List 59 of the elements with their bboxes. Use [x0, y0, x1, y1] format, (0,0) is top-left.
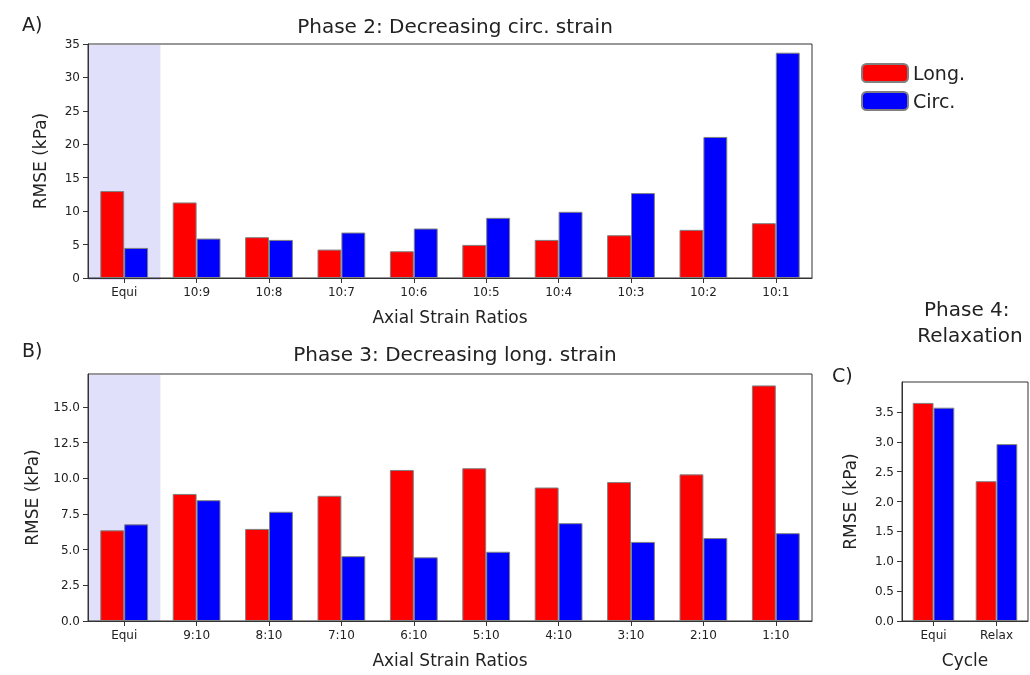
- y-tick-label: 3.0: [874, 434, 894, 449]
- x-tick-label: 10:1: [762, 285, 790, 299]
- chart-title: Phase 2: Decreasing circ. strain: [297, 14, 613, 38]
- legend-label: Circ.: [912, 90, 956, 112]
- y-tick-label: 5: [72, 237, 80, 252]
- y-tick-label: 1.0: [874, 554, 894, 569]
- x-tick-label: 4:10: [545, 628, 573, 642]
- x-tick-label: Equi: [920, 628, 947, 642]
- y-tick-label: 0.0: [874, 614, 894, 628]
- x-tick-label: 10:4: [545, 285, 573, 299]
- y-tick-label: 1.5: [874, 524, 894, 539]
- y-tick-label: 12.5: [53, 435, 80, 450]
- y-tick-label: 2.0: [874, 494, 894, 509]
- y-axis-title: RMSE (kPa): [839, 453, 860, 550]
- x-axis-title: Axial Strain Ratios: [372, 649, 528, 670]
- x-tick-label: 1:10: [762, 628, 790, 642]
- y-tick-label: 15.0: [53, 399, 80, 414]
- y-tick-label: 20: [64, 137, 80, 152]
- x-tick-label: 10:8: [255, 285, 283, 299]
- x-tick-label: 6:10: [400, 628, 428, 642]
- x-axis-title: Axial Strain Ratios: [372, 306, 528, 327]
- legend-label: Long.: [912, 62, 966, 84]
- y-tick-label: 30: [64, 70, 80, 85]
- y-tick-label: 7.5: [60, 506, 80, 521]
- y-tick-label: 2.5: [60, 578, 80, 593]
- x-tick-label: 2:10: [689, 628, 717, 642]
- x-tick-label: Equi: [111, 285, 138, 299]
- x-tick-label: 9:10: [183, 628, 211, 642]
- x-tick-label: 5:10: [472, 628, 500, 642]
- y-tick-label: 0.5: [874, 584, 894, 599]
- x-tick-label: Relax: [980, 628, 1013, 642]
- y-tick-label: 0: [72, 271, 80, 285]
- text: B): [22, 338, 43, 361]
- y-tick-label: 3.5: [874, 404, 894, 419]
- chart-title: Phase 3: Decreasing long. strain: [293, 342, 617, 366]
- x-tick-label: 10:9: [183, 285, 211, 299]
- x-tick-label: 10:3: [617, 285, 645, 299]
- y-tick-label: 10.0: [53, 471, 80, 486]
- x-tick-label: 3:10: [617, 628, 645, 642]
- y-tick-label: 35: [64, 37, 80, 51]
- y-axis-title: RMSE (kPa): [29, 112, 50, 210]
- y-tick-label: 10: [64, 204, 80, 219]
- y-tick-label: 15: [64, 170, 80, 185]
- text: C): [832, 363, 853, 386]
- x-tick-label: Equi: [111, 628, 138, 642]
- x-tick-label: 7:10: [327, 628, 355, 642]
- y-axis-title: RMSE (kPa): [21, 449, 42, 546]
- text: A): [22, 12, 43, 35]
- x-tick-label: 10:7: [327, 285, 355, 299]
- x-tick-label: 10:5: [472, 285, 500, 299]
- x-tick-label: 10:6: [400, 285, 428, 299]
- x-tick-label: 10:2: [689, 285, 717, 299]
- y-tick-label: 2.5: [874, 464, 894, 479]
- y-tick-label: 0.0: [60, 614, 80, 628]
- y-tick-label: 5.0: [60, 542, 80, 557]
- x-tick-label: 8:10: [255, 628, 283, 642]
- chart-title: Phase 4: Relaxation: [917, 297, 1023, 347]
- y-tick-label: 25: [64, 103, 80, 118]
- x-axis-title: Cycle: [941, 649, 989, 670]
